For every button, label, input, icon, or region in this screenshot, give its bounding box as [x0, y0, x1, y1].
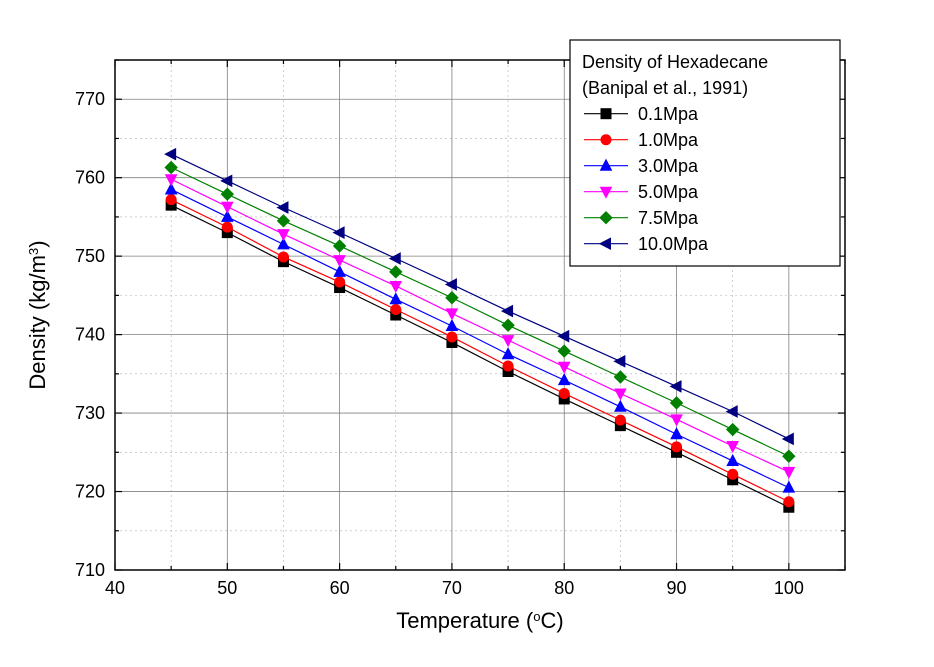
legend: Density of Hexadecane (Banipal et al., 19…: [570, 40, 840, 266]
x-tick-label: 50: [217, 578, 237, 598]
legend-label: 3.0Mpa: [638, 156, 699, 176]
x-tick-label: 40: [105, 578, 125, 598]
x-tick-label: 100: [774, 578, 804, 598]
y-tick-label: 760: [75, 168, 105, 188]
legend-title: Density of Hexadecane: [582, 52, 768, 72]
y-tick-label: 720: [75, 482, 105, 502]
y-axis-label: Density (kg/m3): [25, 240, 50, 389]
density-chart: 405060708090100710720730740750760770Temp…: [0, 0, 934, 667]
legend-title: (Banipal et al., 1991): [582, 78, 748, 98]
y-tick-label: 730: [75, 403, 105, 423]
x-tick-label: 70: [442, 578, 462, 598]
x-tick-label: 80: [554, 578, 574, 598]
y-tick-label: 770: [75, 89, 105, 109]
x-tick-label: 90: [667, 578, 687, 598]
y-tick-label: 740: [75, 325, 105, 345]
legend-label: 1.0Mpa: [638, 130, 699, 150]
y-tick-label: 710: [75, 560, 105, 580]
legend-label: 10.0Mpa: [638, 234, 709, 254]
legend-label: 7.5Mpa: [638, 208, 699, 228]
legend-label: 5.0Mpa: [638, 182, 699, 202]
legend-label: 0.1Mpa: [638, 104, 699, 124]
y-tick-label: 750: [75, 246, 105, 266]
x-tick-label: 60: [330, 578, 350, 598]
